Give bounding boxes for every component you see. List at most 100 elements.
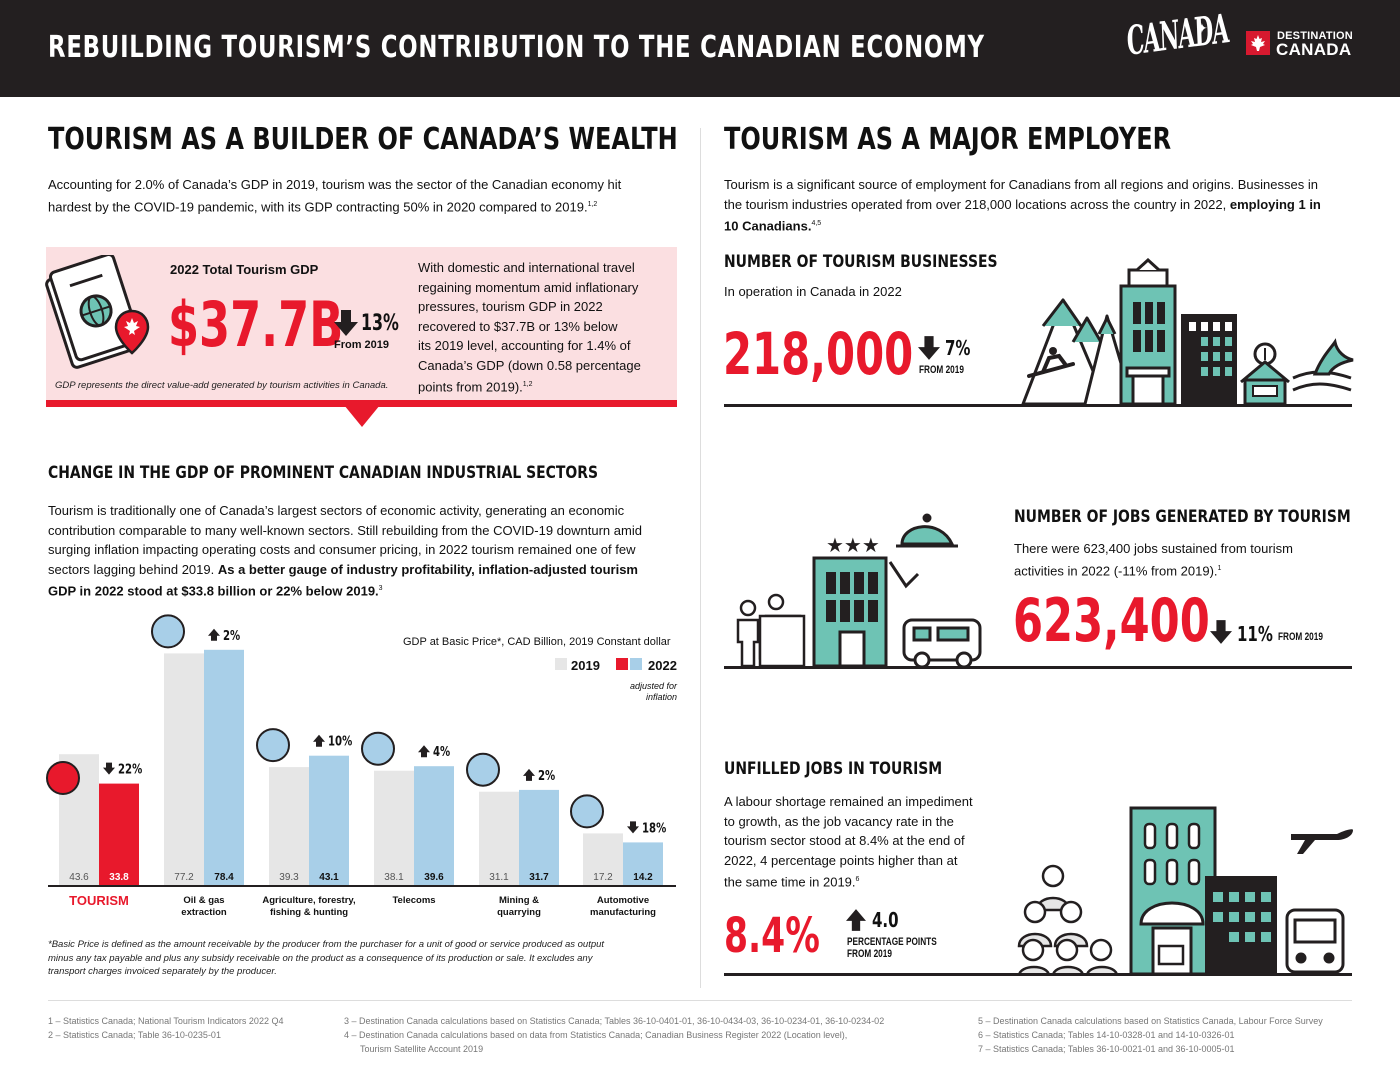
bar-2019 <box>583 833 623 885</box>
gdp-text-line: Canada’s GDP (down 0.58 percentage <box>418 357 641 373</box>
data-label-2019: 17.2 <box>593 872 613 883</box>
data-label-2022: 78.4 <box>214 872 234 883</box>
ground-line <box>724 973 1352 976</box>
jobs-value: 623,400 <box>1013 586 1210 656</box>
gdp-text-line: With domestic and international travel <box>418 260 635 275</box>
category-label: Agriculture, forestry, <box>262 895 355 906</box>
change-label: 18% <box>642 820 667 836</box>
legend-note: adjusted for inflation <box>629 681 677 702</box>
bar-2022 <box>99 783 139 885</box>
sectors-title: CHANGE IN THE GDP OF PROMINENT CANADIAN … <box>48 463 599 483</box>
footnote-1: 1 – Statistics Canada; National Tourism … <box>48 1016 284 1026</box>
right-intro-bold-b: 10 Canadians. <box>724 218 812 234</box>
bar-2019 <box>374 770 414 885</box>
unfilled-description: A labour shortage remained an impediment… <box>724 792 1004 892</box>
footnote-4: 4 – Destination Canada calculations base… <box>344 1030 848 1040</box>
traveller-icon <box>736 593 806 668</box>
restaurant-house-icon <box>1240 342 1290 406</box>
food-cloche-icon <box>888 513 958 589</box>
legend-swatch-2019 <box>555 658 567 670</box>
data-label-2019: 39.3 <box>279 872 299 883</box>
footnote-2: 2 – Statistics Canada; Table 36-10-0235-… <box>48 1030 221 1040</box>
ground-line <box>724 404 1352 407</box>
change-label: 2% <box>538 768 555 784</box>
destination-canada-logo-line2: CANADA <box>1276 40 1352 59</box>
sectors-bold-2: GDP in 2022 stood at $33.8 billion or 22… <box>48 583 379 599</box>
gdp-note: GDP represents the direct value-add gene… <box>55 380 389 391</box>
canada-logo: CANADA <box>1126 5 1229 65</box>
data-label-2022: 33.8 <box>109 872 129 883</box>
data-label-2022: 43.1 <box>319 872 339 883</box>
up-arrow-icon <box>208 628 220 641</box>
category-label: fishing & hunting <box>270 907 348 918</box>
down-arrow-icon <box>103 762 115 775</box>
dark-building-icon <box>1205 876 1277 974</box>
jobs-sup: 1 <box>1217 564 1222 572</box>
left-intro-line1: Accounting for 2.0% of Canada’s GDP in 2… <box>48 177 622 192</box>
hotel-illustration: ★★★ <box>736 513 982 668</box>
jobs-title: NUMBER OF JOBS GENERATED BY TOURISM <box>1014 507 1351 527</box>
gdp-value: $37.7B <box>168 288 344 361</box>
sectors-line: sectors lagging behind 2019. <box>48 561 215 577</box>
jobs-from: FROM 2019 <box>1278 631 1323 643</box>
down-arrow-icon <box>1210 620 1232 644</box>
unfilled-line: tourism sector stood at 8.4% at the end … <box>724 833 965 848</box>
vacancy-rate-value: 8.4% <box>724 908 820 964</box>
oil-pump-icon <box>151 614 185 649</box>
category-label: Automotive <box>597 895 649 906</box>
businesses-change: 7% <box>945 336 971 360</box>
unfilled-line: to growth, as the job vacancy rate in th… <box>724 813 954 829</box>
category-label: Telecoms <box>392 895 435 906</box>
change-label: 2% <box>223 628 240 644</box>
data-label-2019: 43.6 <box>69 872 89 883</box>
category-label: quarrying <box>497 907 541 918</box>
gdp-highlight-box <box>46 247 677 407</box>
gdp-description: With domestic and international travel r… <box>418 258 668 397</box>
gdp-text-line: regaining momentum amid inflationary <box>418 279 639 295</box>
crowd-icon <box>1017 864 1119 976</box>
businesses-title: NUMBER OF TOURISM BUSINESSES <box>724 252 998 272</box>
jobs-description: There were 623,400 jobs sustained from t… <box>1014 539 1354 580</box>
vacancy-change: 4.0 <box>872 908 899 932</box>
bar-2022 <box>204 649 244 885</box>
down-arrow-icon <box>627 821 639 834</box>
category-label: extraction <box>181 907 227 918</box>
data-label-2019: 77.2 <box>174 872 194 883</box>
street-illustration <box>1017 806 1353 976</box>
column-divider <box>700 128 701 988</box>
luggage-icon <box>46 761 80 795</box>
destination-canada-leaf-icon <box>1246 31 1270 55</box>
whale-tail-icon <box>1292 338 1354 392</box>
bar-2019 <box>269 767 309 885</box>
footnote-rule <box>48 1000 1352 1001</box>
chart-footnote-line: *Basic Price is defined as the amount re… <box>48 939 605 950</box>
chart-footnote: *Basic Price is defined as the amount re… <box>48 938 648 979</box>
header-bar: REBUILDING TOURISM’S CONTRIBUTION TO THE… <box>0 0 1400 97</box>
tree-icon <box>256 728 290 763</box>
hotel-building-icon: ★★★ <box>812 535 888 668</box>
bar-2022 <box>414 766 454 885</box>
legend-label-2019: 2019 <box>571 658 600 673</box>
right-intro-line1: Tourism is a significant source of emplo… <box>724 177 1318 192</box>
up-arrow-icon <box>523 768 535 781</box>
up-arrow-icon <box>418 745 430 758</box>
destination-canada-logo-line1: DESTINATION <box>1277 30 1353 42</box>
category-label: manufacturing <box>590 907 656 918</box>
gdp-text-sup: 1,2 <box>522 381 533 388</box>
sectors-paragraph: Tourism is traditionally one of Canada’s… <box>48 501 688 601</box>
gdp-change: 13% <box>361 311 399 336</box>
data-label-2019: 38.1 <box>384 872 404 883</box>
unfilled-line: the same time in 2019. <box>724 874 856 890</box>
right-intro: Tourism is a significant source of emplo… <box>724 175 1364 236</box>
data-label-2022: 14.2 <box>633 872 653 883</box>
right-intro-bold-a: employing 1 in <box>1229 196 1321 212</box>
page-title: REBUILDING TOURISM’S CONTRIBUTION TO THE… <box>48 30 985 65</box>
data-label-2022: 39.6 <box>424 872 444 883</box>
unfilled-sup: 6 <box>855 876 860 883</box>
sectors-sup: 3 <box>378 585 383 592</box>
snowboarder-icon <box>1027 347 1075 378</box>
bar-2019 <box>479 791 519 885</box>
gdp-text-line: pressures, tourism GDP in 2022 <box>418 299 603 314</box>
rv-camper-icon <box>902 618 982 668</box>
diamond-icon <box>466 752 500 787</box>
